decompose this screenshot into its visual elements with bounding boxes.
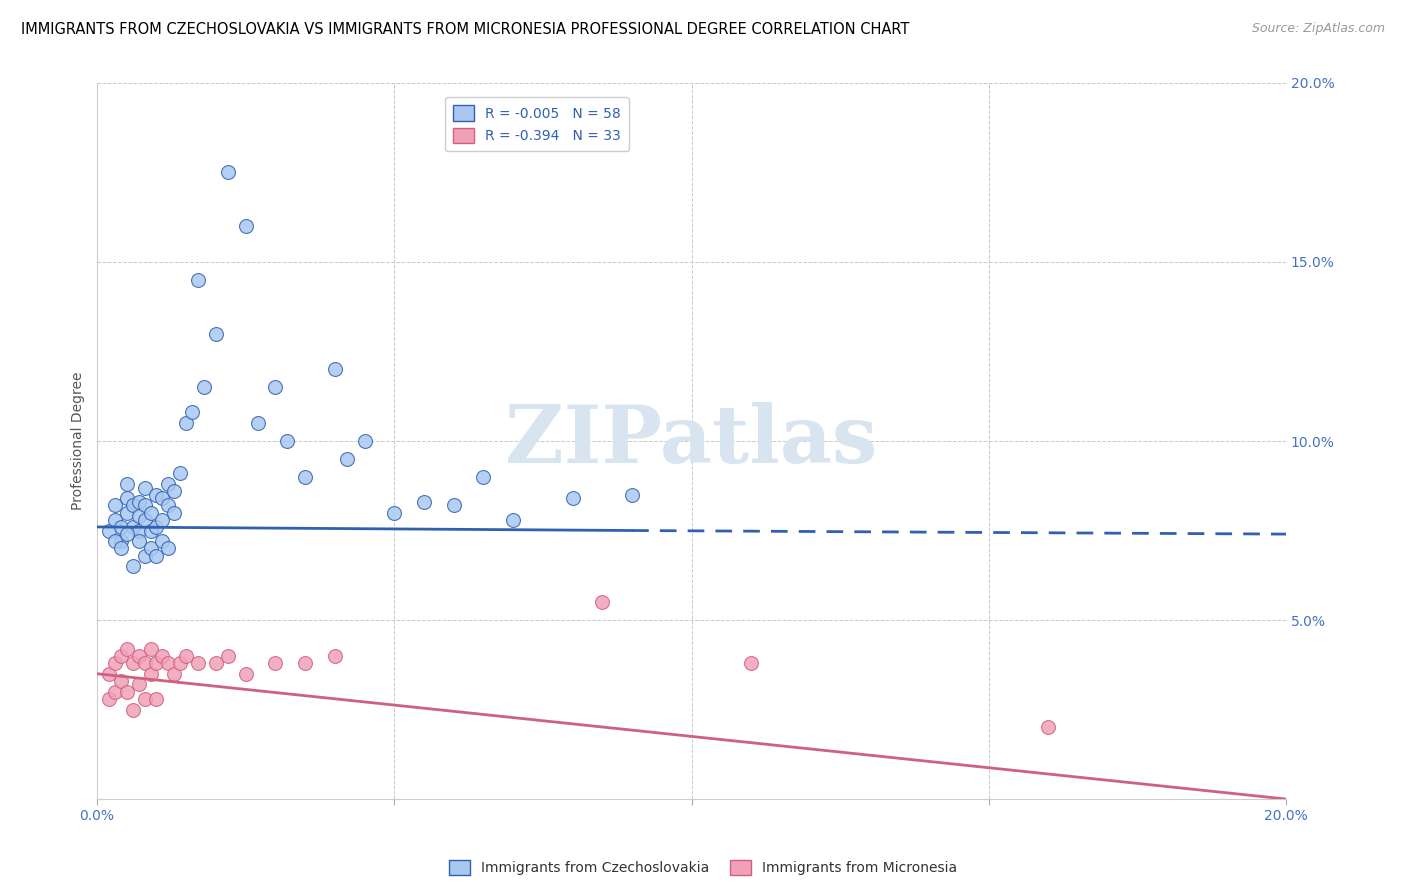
Point (353, 434, 375, 448)
Point (115, 641, 138, 656)
Point (139, 641, 162, 656)
Point (121, 499, 143, 513)
Point (152, 513, 174, 527)
Point (157, 477, 180, 491)
Point (134, 691, 156, 706)
Y-axis label: Professional Degree: Professional Degree (72, 372, 86, 510)
Point (104, 499, 127, 513)
Point (443, 499, 465, 513)
Text: ZIPatlas: ZIPatlas (505, 402, 877, 480)
Point (217, 648, 239, 663)
Point (276, 434, 298, 448)
Point (121, 520, 143, 534)
Point (264, 656, 287, 670)
Point (235, 666, 257, 681)
Point (128, 495, 150, 509)
Point (157, 656, 180, 670)
Point (134, 549, 156, 563)
Point (591, 595, 613, 609)
Point (1038, 721, 1060, 735)
Point (110, 648, 132, 663)
Point (121, 559, 143, 574)
Point (157, 541, 180, 556)
Point (157, 499, 180, 513)
Legend: R = -0.005   N = 58, R = -0.394   N = 33: R = -0.005 N = 58, R = -0.394 N = 33 (444, 97, 628, 151)
Point (128, 509, 150, 524)
Point (115, 527, 138, 541)
Point (323, 362, 346, 376)
Point (97, 666, 120, 681)
Point (169, 656, 191, 670)
Point (163, 666, 186, 681)
Point (169, 467, 191, 481)
Point (472, 470, 495, 484)
Point (561, 491, 583, 506)
Point (246, 416, 269, 430)
Point (110, 541, 132, 556)
Point (145, 656, 167, 670)
Text: IMMIGRANTS FROM CZECHOSLOVAKIA VS IMMIGRANTS FROM MICRONESIA PROFESSIONAL DEGREE: IMMIGRANTS FROM CZECHOSLOVAKIA VS IMMIGR… (21, 22, 910, 37)
Point (336, 451, 359, 466)
Point (110, 520, 132, 534)
Text: Source: ZipAtlas.com: Source: ZipAtlas.com (1251, 22, 1385, 36)
Point (205, 656, 228, 670)
Point (187, 656, 209, 670)
Point (97, 524, 120, 538)
Point (121, 702, 143, 716)
Point (502, 513, 524, 527)
Point (294, 656, 316, 670)
Point (97, 691, 120, 706)
Point (193, 380, 215, 394)
Point (128, 524, 150, 538)
Point (104, 684, 127, 698)
Point (128, 677, 150, 691)
Point (152, 491, 174, 506)
Point (621, 488, 644, 502)
Point (139, 524, 162, 538)
Point (115, 477, 138, 491)
Point (145, 488, 167, 502)
Point (174, 648, 197, 663)
Point (174, 416, 197, 430)
Point (740, 656, 762, 670)
Point (264, 380, 287, 394)
Point (382, 506, 405, 520)
Point (110, 673, 132, 688)
Legend: Immigrants from Czechoslovakia, Immigrants from Micronesia: Immigrants from Czechoslovakia, Immigran… (443, 855, 963, 880)
Point (134, 656, 156, 670)
Point (110, 534, 132, 549)
Point (152, 534, 174, 549)
Point (115, 506, 138, 520)
Point (134, 513, 156, 527)
Point (104, 534, 127, 549)
Point (152, 648, 174, 663)
Point (187, 273, 209, 287)
Point (104, 513, 127, 527)
Point (121, 656, 143, 670)
Point (128, 534, 150, 549)
Point (115, 491, 138, 506)
Point (139, 541, 162, 556)
Point (145, 549, 167, 563)
Point (139, 666, 162, 681)
Point (115, 684, 138, 698)
Point (145, 691, 167, 706)
Point (134, 499, 156, 513)
Point (139, 506, 162, 520)
Point (134, 481, 156, 495)
Point (235, 219, 257, 234)
Point (181, 405, 204, 419)
Point (205, 326, 228, 341)
Point (104, 656, 127, 670)
Point (145, 520, 167, 534)
Point (323, 648, 346, 663)
Point (294, 470, 316, 484)
Point (128, 648, 150, 663)
Point (163, 484, 186, 499)
Point (217, 165, 239, 179)
Point (413, 495, 436, 509)
Point (163, 506, 186, 520)
